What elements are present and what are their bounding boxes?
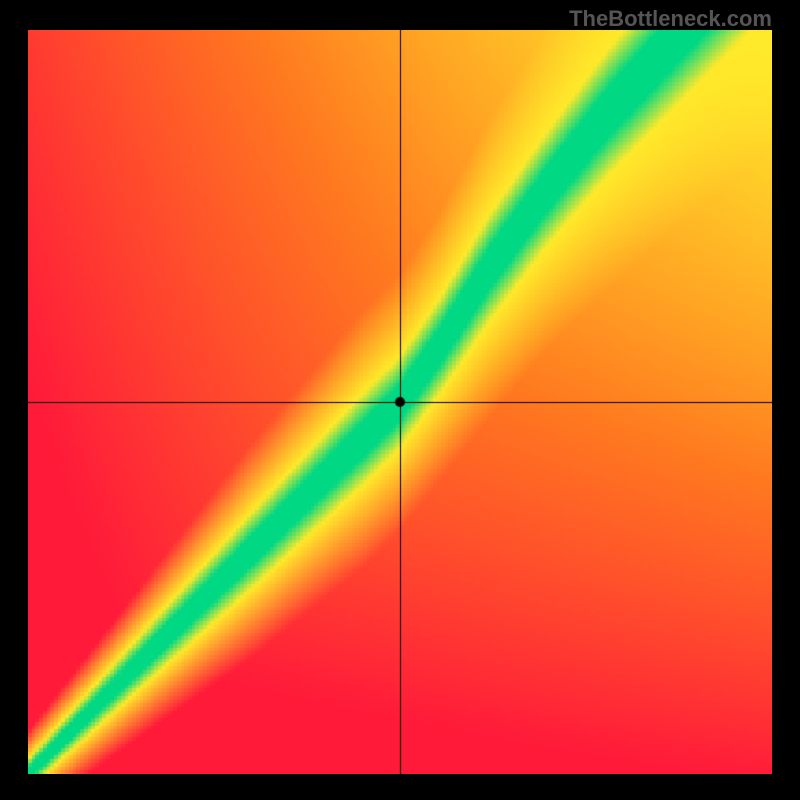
plot-area [28, 30, 772, 774]
watermark-text: TheBottleneck.com [569, 6, 772, 32]
heatmap-canvas [28, 30, 772, 774]
chart-container: TheBottleneck.com [0, 0, 800, 800]
